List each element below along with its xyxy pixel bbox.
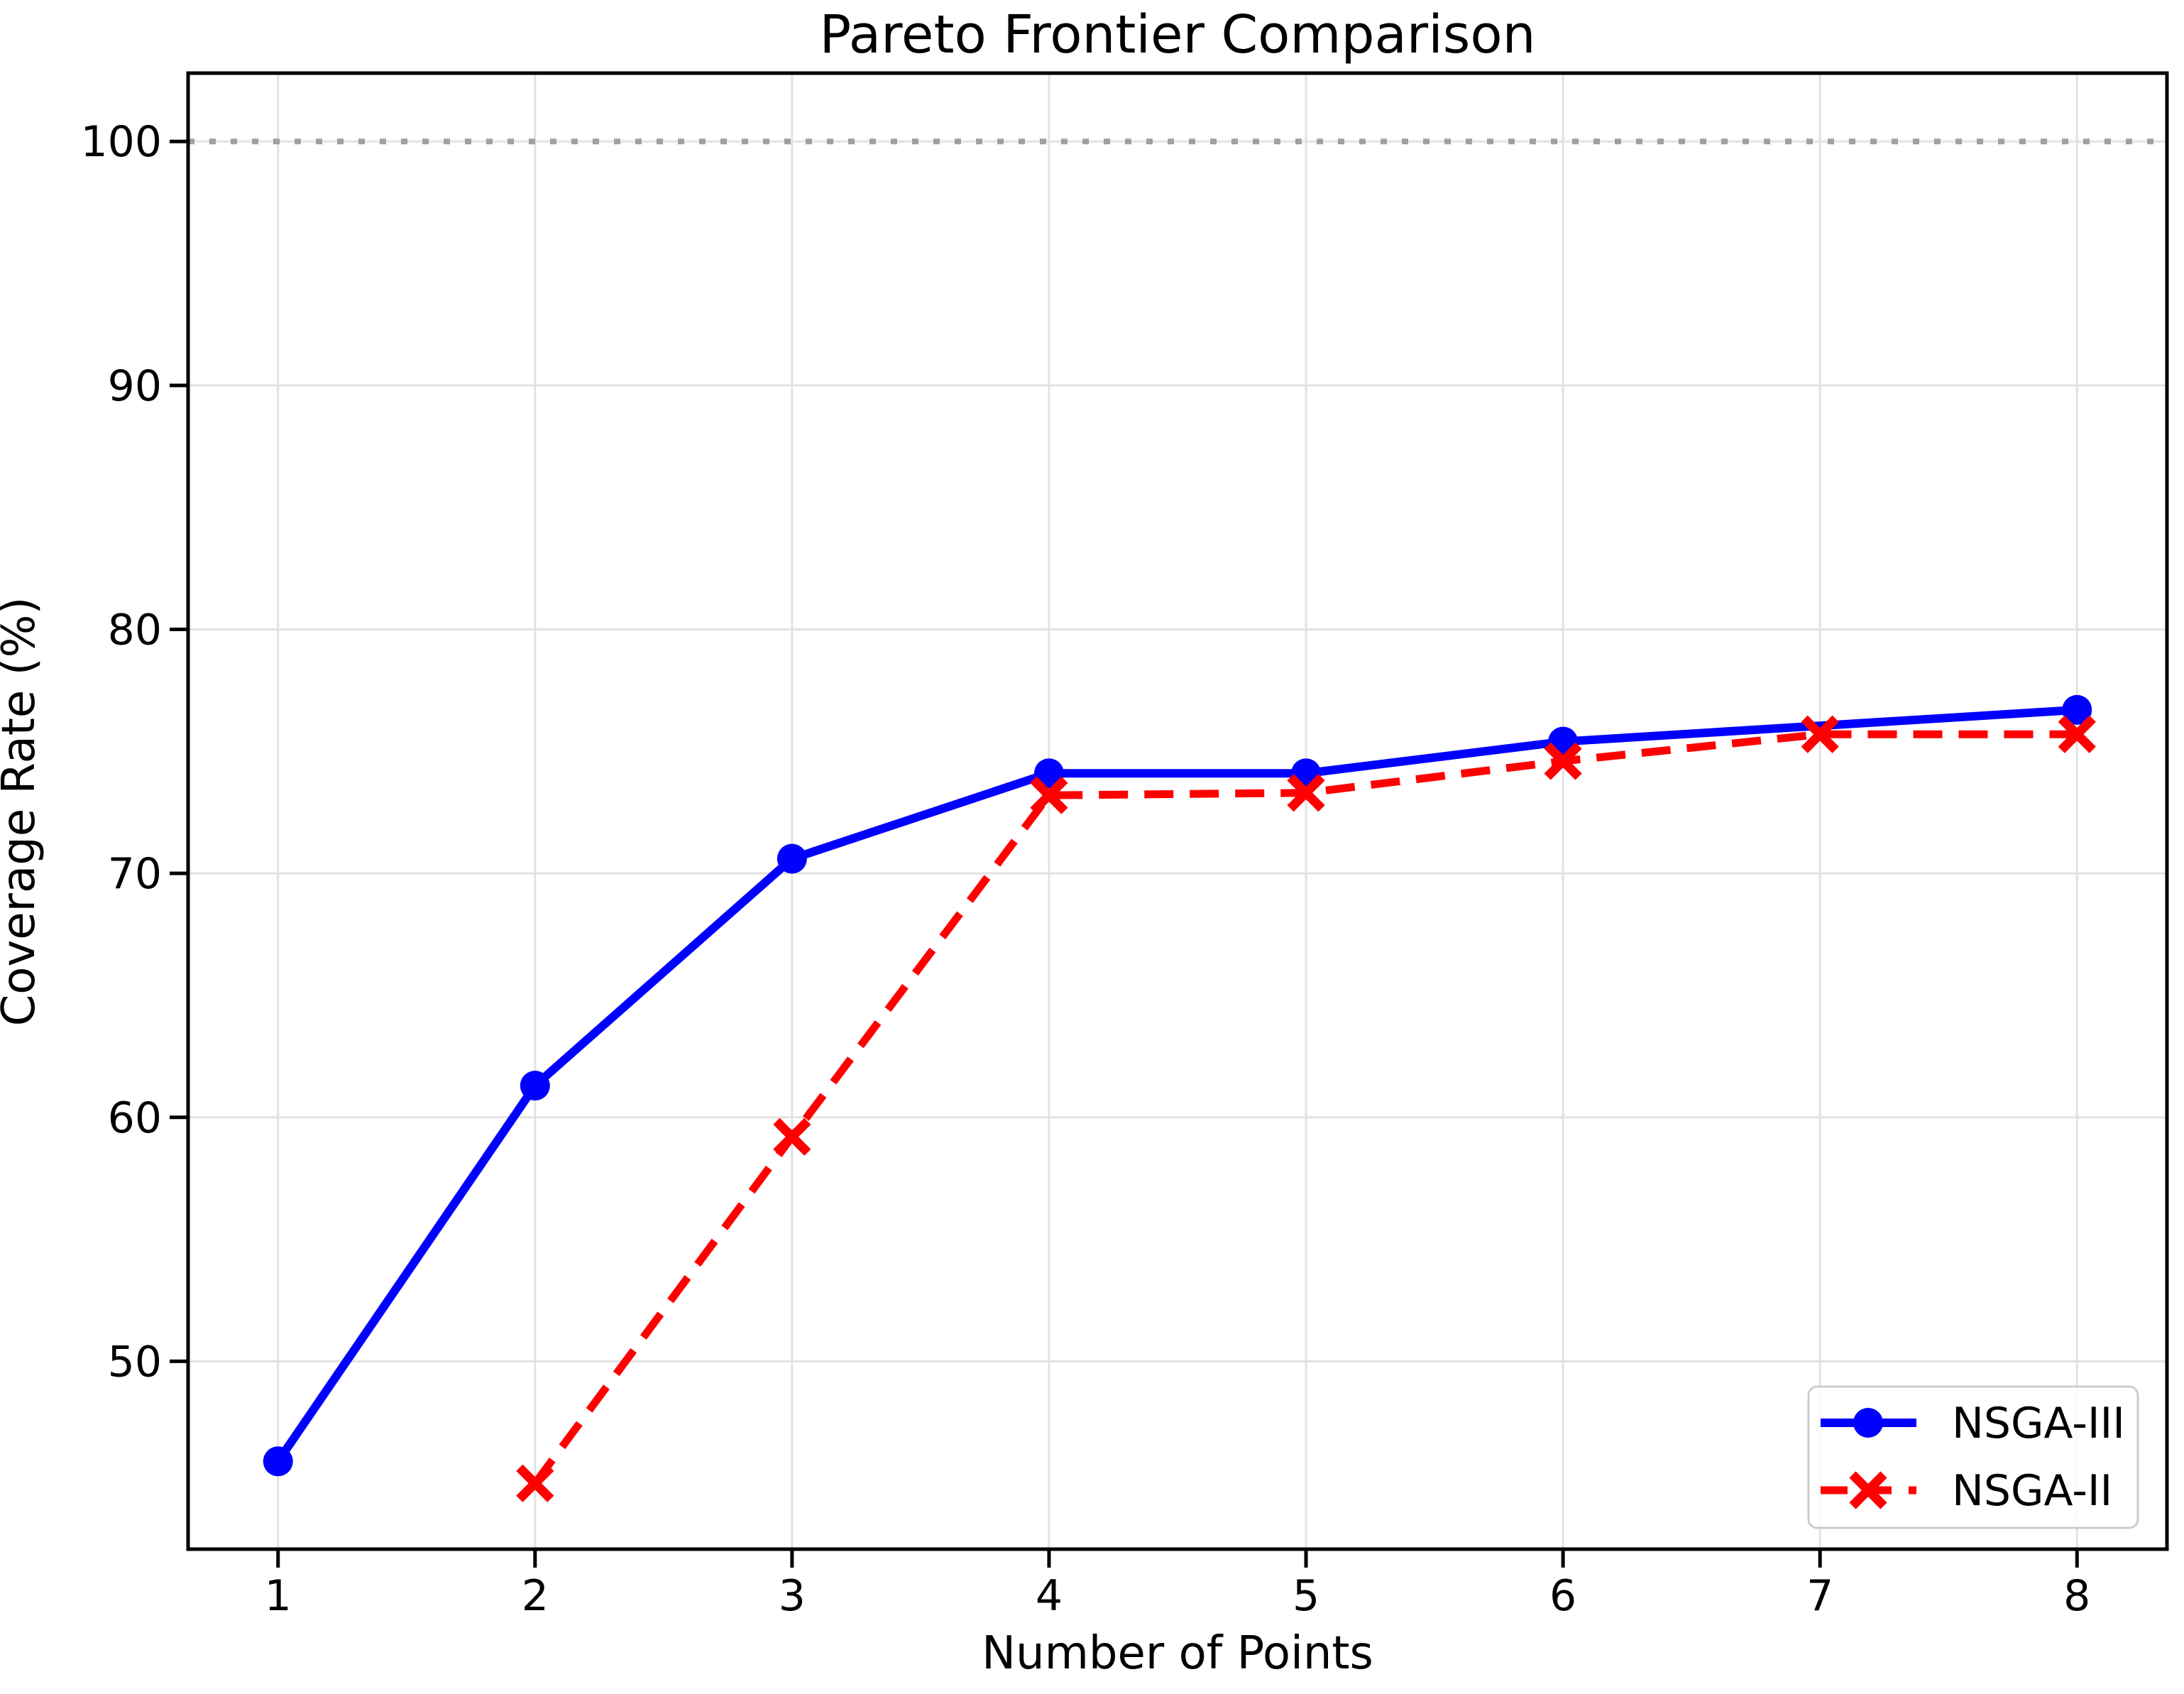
- x-tick-label-7: 7: [1806, 1571, 1833, 1621]
- marker-NSGA-II-4: [1030, 776, 1068, 814]
- x-tick-label-2: 2: [522, 1571, 549, 1621]
- x-marker-stroke: [1030, 776, 1068, 814]
- marker-NSGA-II-8: [2058, 715, 2096, 753]
- marker-NSGA-II-5: [1287, 774, 1325, 812]
- x-marker-stroke: [1801, 715, 1839, 753]
- x-marker-stroke: [1287, 774, 1325, 812]
- x-marker-stroke: [773, 1118, 811, 1156]
- marker-NSGA-II-6: [1544, 742, 1582, 780]
- y-tick-label-60: 60: [108, 1093, 162, 1143]
- marker-NSGA-III-4: [1033, 758, 1064, 789]
- marker-NSGA-II-7: [1801, 715, 1839, 753]
- legend-marker-NSGA-II: [1849, 1471, 1887, 1509]
- x-tick-label-1: 1: [265, 1571, 292, 1621]
- legend-marker-NSGA-III: [1853, 1408, 1883, 1438]
- x-axis-label: Number of Points: [982, 1627, 1373, 1680]
- legend-label-NSGA-III: NSGA-III: [1952, 1399, 2125, 1448]
- y-tick-label-70: 70: [108, 849, 162, 899]
- legend: NSGA-III NSGA-II: [1807, 1385, 2139, 1529]
- marker-NSGA-II-3: [773, 1118, 811, 1156]
- x-tick-label-3: 3: [779, 1571, 806, 1621]
- axis-ticks-layer: [170, 139, 2079, 1568]
- marker-NSGA-III-3: [777, 843, 807, 874]
- marker-NSGA-II-2: [516, 1464, 554, 1502]
- gridlines-layer: [188, 73, 2167, 1549]
- x-tick-label-6: 6: [1549, 1571, 1576, 1621]
- marker-NSGA-III-8: [2062, 694, 2092, 725]
- plot-border: [186, 71, 2169, 1551]
- marker-NSGA-III-2: [520, 1071, 550, 1101]
- x-tick-label-8: 8: [2063, 1571, 2090, 1621]
- y-tick-label-100: 100: [80, 117, 162, 167]
- marker-NSGA-III-1: [263, 1446, 293, 1477]
- legend-label-NSGA-II: NSGA-II: [1952, 1466, 2112, 1516]
- data-series-layer: [263, 694, 2096, 1502]
- x-marker-stroke: [516, 1464, 554, 1502]
- tick-labels-layer: 1 2 3 4 5 6 7 8 50 60 70 80 90 100: [80, 117, 2090, 1621]
- y-tick-label-50: 50: [108, 1337, 162, 1387]
- y-tick-label-90: 90: [108, 361, 162, 411]
- x-marker-stroke: [2058, 715, 2096, 753]
- y-axis-label: Coverage Rate (%): [0, 597, 45, 1027]
- chart-title: Pareto Frontier Comparison: [819, 4, 1535, 65]
- x-tick-label-5: 5: [1293, 1571, 1319, 1621]
- y-tick-label-80: 80: [108, 605, 162, 655]
- x-tick-label-4: 4: [1036, 1571, 1063, 1621]
- x-marker-stroke: [1544, 742, 1582, 780]
